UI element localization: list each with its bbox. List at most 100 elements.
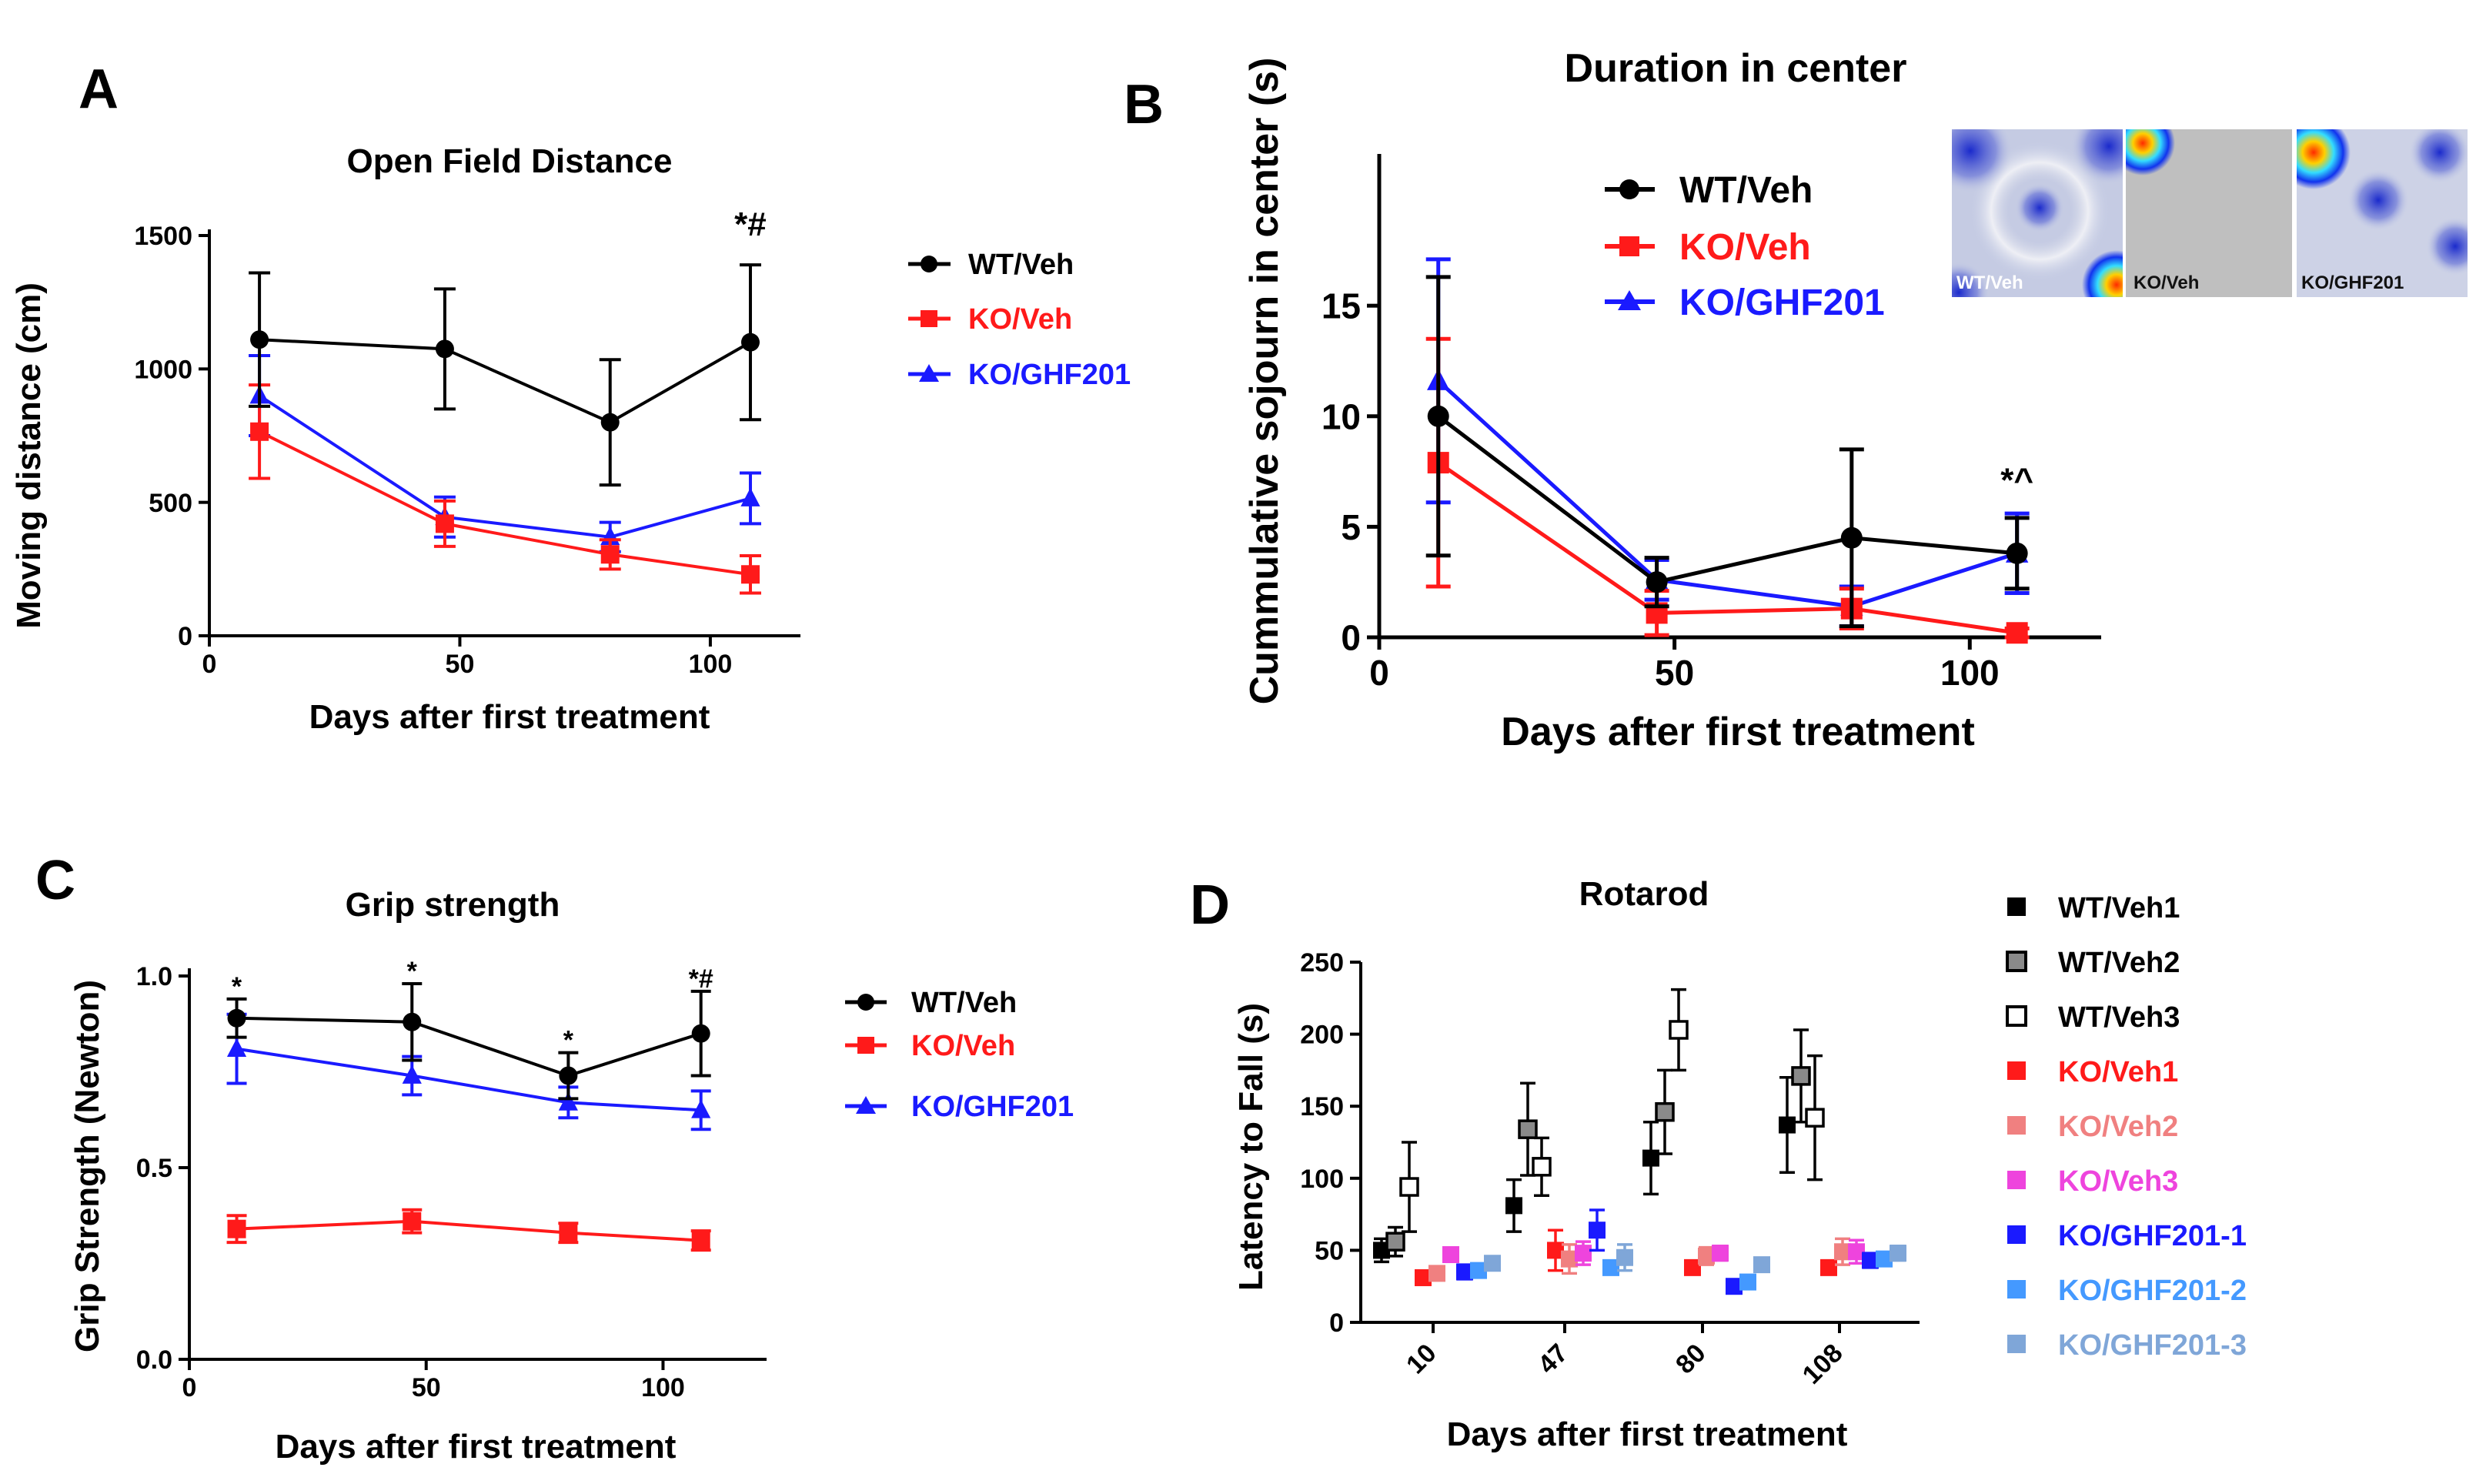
data-point-wt-veh-c	[403, 1012, 422, 1031]
legend-c: WT/Veh KO/Veh KO/GHF201	[845, 987, 1074, 1123]
significance-annotation-c: *#	[689, 964, 713, 994]
data-point-ko-ghf201-2-d	[1602, 1258, 1619, 1276]
y-axis-label-a: Moving distance (cm)	[10, 282, 48, 629]
x-tick-label-d: 47	[1532, 1339, 1574, 1380]
legend-label-wt-veh2-d: WT/Veh2	[2058, 947, 2180, 979]
panel-c: C Grip strength Grip Strength (Newton) D…	[35, 850, 1074, 1466]
legend-marker-wt-veh-c	[857, 994, 874, 1011]
legend-marker-wt-veh-a	[921, 256, 937, 272]
data-point-ko-veh3-d	[1442, 1246, 1459, 1264]
data-point-wt-veh2-d	[1655, 1101, 1675, 1122]
y-tick-label-d: 50	[1315, 1236, 1344, 1265]
data-point-ko-veh2-d	[1834, 1243, 1851, 1261]
legend-marker-wt-veh3-d	[2006, 1005, 2027, 1027]
y-tick-label-d: 200	[1300, 1021, 1344, 1050]
heatmap-wt-veh: WT/Veh	[1952, 129, 2123, 297]
chart-title-d: Rotarod	[1579, 875, 1709, 913]
data-point-ko-veh-c	[691, 1231, 710, 1250]
legend-label-ko-veh-c: KO/Veh	[911, 1030, 1015, 1062]
legend-label-ko-veh-b: KO/Veh	[1679, 227, 1811, 268]
x-tick-label-d: 80	[1670, 1339, 1712, 1380]
x-axis-label-d: Days after first treatment	[1447, 1415, 1848, 1453]
y-axis-label-c: Grip Strength (Newton)	[68, 980, 106, 1352]
legend-marker-ko-ghf201-3-d	[2007, 1335, 2026, 1353]
series-line-ko-ghf201-c	[236, 1047, 701, 1112]
legend-label-ko-veh1-d: KO/Veh1	[2058, 1056, 2178, 1088]
data-point-ko-ghf201-1-d	[1726, 1278, 1743, 1295]
data-point-ko-ghf201-1-d	[1862, 1252, 1879, 1269]
legend-label-ko-ghf201-b: KO/GHF201	[1679, 282, 1885, 323]
y-tick-label-b: 5	[1341, 507, 1361, 547]
data-point-wt-veh2-d	[1791, 1066, 1811, 1086]
data-point-ko-ghf201-2-d	[1739, 1273, 1756, 1291]
data-point-ko-veh-b	[2006, 622, 2028, 644]
y-tick-label-b: 15	[1322, 286, 1361, 326]
legend-marker-ko-veh1-d	[2007, 1061, 2026, 1080]
data-point-ko-ghf201-c	[402, 1065, 422, 1084]
legend-label-ko-ghf201-a: KO/GHF201	[968, 359, 1131, 391]
panel-letter-c: C	[35, 850, 75, 911]
y-axis-label-d: Latency to Fall (s)	[1232, 1003, 1270, 1291]
chart-title-c: Grip strength	[346, 886, 560, 924]
x-axis-label-b: Days after first treatment	[1501, 710, 1975, 754]
data-point-wt-veh3-d	[1532, 1157, 1552, 1177]
legend-marker-ko-ghf201-c	[856, 1096, 876, 1114]
y-tick-label-a: 1000	[134, 356, 192, 385]
data-point-wt-veh-a	[740, 333, 760, 352]
data-point-wt-veh1-d	[1505, 1197, 1522, 1215]
series-line-ko-ghf201-b	[1437, 379, 2018, 609]
legend-label-ko-veh2-d: KO/Veh2	[2058, 1111, 2178, 1143]
data-point-ko-veh-c	[559, 1223, 578, 1242]
data-point-wt-veh2-d	[1518, 1119, 1538, 1139]
data-point-ko-veh2-d	[1561, 1250, 1578, 1268]
series-line-wt-veh-c	[236, 1016, 702, 1078]
panel-a: A Open Field Distance Moving distance (c…	[10, 58, 1131, 736]
legend-d: WT/Veh1 WT/Veh2 WT/Veh3 KO/Veh1 KO/Veh2 KO/Ve…	[2006, 892, 2247, 1362]
data-point-ko-veh-a	[435, 514, 454, 533]
x-tick-label-a: 100	[689, 650, 733, 679]
legend-label-ko-veh-a: KO/Veh	[968, 303, 1072, 336]
data-point-ko-veh1-d	[1820, 1258, 1837, 1276]
data-point-ko-veh1-d	[1547, 1242, 1564, 1259]
legend-marker-ko-veh-c	[857, 1037, 874, 1054]
data-point-wt-veh3-d	[1399, 1177, 1419, 1197]
data-point-ko-veh3-d	[1712, 1245, 1729, 1262]
plot-area-d: 0 50 100 150 200 250 10 47 80 108	[1300, 948, 1920, 1390]
significance-annotation-c: *	[407, 957, 418, 986]
y-tick-label-b: 0	[1341, 618, 1361, 658]
data-point-ko-ghf201-c	[226, 1038, 247, 1057]
data-point-wt-veh-c	[559, 1066, 578, 1085]
legend-marker-ko-veh2-d	[2007, 1116, 2026, 1135]
data-point-wt-veh-b	[1427, 405, 1449, 427]
x-tick-label-b: 100	[1940, 653, 2000, 693]
panel-d: D Rotarod Latency to Fall (s) Days after…	[1190, 874, 2247, 1453]
data-point-wt-veh3-d	[1669, 1020, 1689, 1040]
data-point-ko-veh-a	[740, 565, 760, 584]
series-line-ko-veh-a	[259, 430, 751, 577]
data-point-ko-veh3-d	[1848, 1243, 1865, 1261]
y-tick-label-a: 1500	[134, 222, 192, 251]
data-point-ko-veh2-d	[1698, 1247, 1715, 1265]
data-point-ko-ghf201-1-d	[1589, 1222, 1606, 1239]
x-tick-label-d: 10	[1401, 1339, 1442, 1380]
y-tick-label-d: 250	[1300, 948, 1344, 978]
panel-letter-a: A	[79, 58, 119, 120]
data-point-ko-ghf201-c	[691, 1099, 711, 1118]
chart-title-a: Open Field Distance	[347, 142, 673, 180]
legend-label-wt-veh-a: WT/Veh	[968, 249, 1074, 281]
legend-label-ko-ghf201-c: KO/GHF201	[911, 1091, 1074, 1123]
series-line-ko-veh-b	[1437, 461, 2018, 635]
significance-annotation-c: *	[563, 1026, 574, 1055]
x-tick-label-a: 0	[202, 650, 217, 679]
x-tick-label-b: 0	[1369, 653, 1389, 693]
legend-b: WT/Veh KO/Veh KO/GHF201	[1605, 170, 1885, 323]
data-point-wt-veh-b	[1646, 571, 1668, 593]
x-tick-label-c: 50	[412, 1373, 441, 1402]
data-point-wt-veh3-d	[1805, 1108, 1825, 1128]
x-tick-label-a: 50	[446, 650, 475, 679]
x-tick-label-d: 108	[1797, 1339, 1849, 1390]
data-point-wt-veh1-d	[1642, 1149, 1659, 1167]
series-line-ko-veh-c	[236, 1219, 701, 1242]
data-point-ko-veh1-d	[1684, 1258, 1701, 1276]
y-tick-label-c: 1.0	[136, 962, 172, 991]
